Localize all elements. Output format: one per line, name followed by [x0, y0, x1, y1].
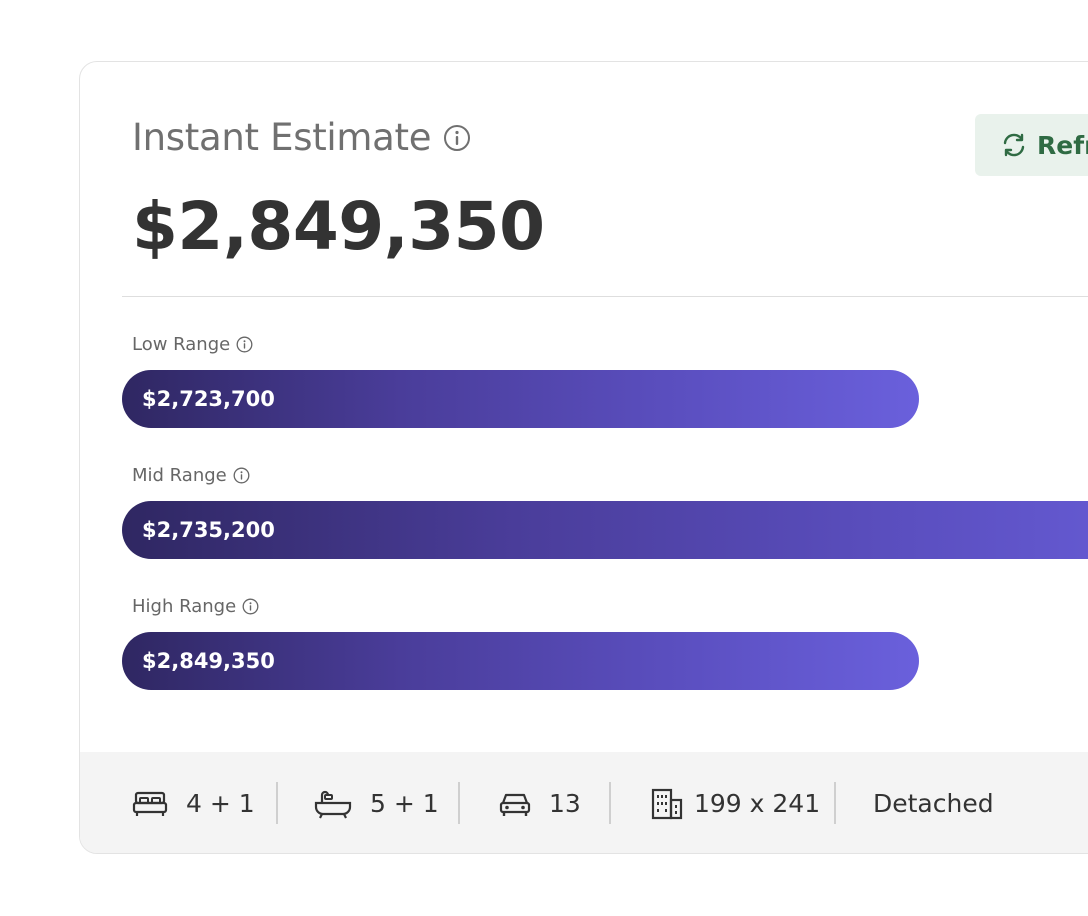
parking-feature: 13 [499, 752, 581, 853]
low-range-text: Low Range [132, 334, 231, 355]
estimate-card: Instant Estimate Refr $2,849,350 Low Ran… [79, 61, 1088, 854]
mid-range-label: Mid Range [132, 465, 250, 486]
high-range-label: High Range [132, 596, 259, 617]
info-icon[interactable] [233, 467, 250, 484]
mid-range-text: Mid Range [132, 465, 227, 486]
bedrooms-value: 4 + 1 [186, 789, 255, 818]
title-row: Instant Estimate [132, 116, 471, 159]
info-icon[interactable] [242, 598, 259, 615]
separator [834, 782, 836, 824]
estimate-price: $2,849,350 [132, 188, 545, 265]
divider [122, 296, 1088, 297]
low-range-bar: $2,723,700 [122, 370, 919, 428]
property-features: 4 + 1 5 + 1 13 [80, 752, 1088, 853]
separator [458, 782, 460, 824]
bed-icon [132, 791, 168, 816]
info-icon[interactable] [443, 124, 471, 152]
refresh-button[interactable]: Refr [975, 114, 1088, 176]
lot-size-value: 199 x 241 [694, 789, 821, 818]
bathrooms-value: 5 + 1 [370, 789, 439, 818]
high-range-bar: $2,849,350 [122, 632, 919, 690]
low-range-label: Low Range [132, 334, 253, 355]
high-range-text: High Range [132, 596, 237, 617]
property-type-feature: Detached [873, 752, 994, 853]
mid-range-bar: $2,735,200 [122, 501, 1088, 559]
separator [609, 782, 611, 824]
bathrooms-feature: 5 + 1 [314, 752, 439, 853]
info-icon[interactable] [236, 336, 253, 353]
refresh-label: Refr [1037, 130, 1088, 160]
bathtub-icon [314, 790, 352, 818]
separator [276, 782, 278, 824]
property-type-value: Detached [873, 789, 994, 818]
bedrooms-feature: 4 + 1 [132, 752, 255, 853]
building-icon [651, 788, 683, 819]
refresh-icon [1003, 133, 1025, 157]
parking-value: 13 [549, 789, 581, 818]
estimate-title: Instant Estimate [132, 116, 432, 159]
lot-size-feature: 199 x 241 [650, 752, 821, 853]
car-icon [499, 793, 531, 816]
